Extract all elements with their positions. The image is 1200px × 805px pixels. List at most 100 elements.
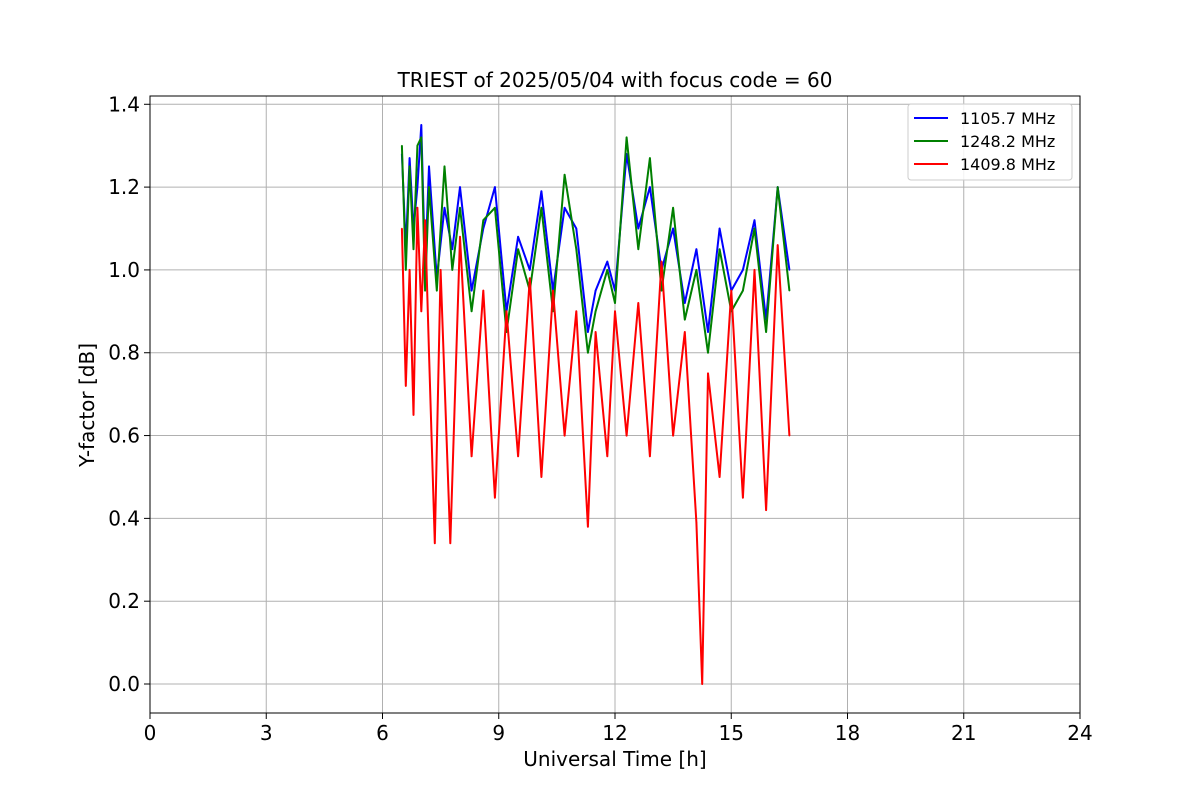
data-point (575, 248, 578, 250)
data-point (672, 227, 674, 230)
data-point (637, 248, 640, 250)
data-point (505, 310, 508, 313)
data-point (408, 165, 411, 168)
data-point (540, 476, 543, 478)
data-point (416, 207, 419, 209)
data-point (575, 310, 578, 313)
data-point (614, 302, 616, 304)
y-tick-label: 0.2 (108, 589, 140, 613)
series-layer (400, 124, 791, 685)
data-point (788, 269, 791, 271)
x-tick-label: 18 (835, 721, 860, 745)
data-point (563, 207, 566, 209)
x-tick-label: 0 (144, 721, 157, 745)
data-point (408, 157, 411, 159)
data-point (594, 310, 597, 313)
data-point (684, 318, 686, 321)
data-point (753, 227, 756, 230)
data-point (416, 186, 419, 188)
data-point (482, 289, 485, 292)
legend-label: 1105.7 MHz (960, 109, 1055, 128)
data-point (470, 455, 473, 458)
data-point (420, 136, 423, 139)
data-point (482, 219, 485, 221)
ticks: 0 3 6 9 12 15 18 21 24 0.0 0.2 0.4 0.6 0.8 1.0 1.2 1.4 (108, 92, 1093, 745)
data-point (587, 331, 589, 333)
data-point (424, 219, 426, 221)
data-point (540, 190, 543, 192)
data-point (707, 372, 709, 375)
data-point (575, 227, 578, 230)
data-point (730, 289, 733, 292)
x-axis-label: Universal Time [h] (523, 747, 706, 771)
series-line-2 (400, 206, 791, 685)
data-point (606, 269, 609, 271)
data-point (606, 260, 609, 263)
data-point (788, 434, 791, 437)
data-point (517, 236, 519, 238)
data-point (649, 186, 651, 188)
data-point (765, 331, 767, 333)
data-point (695, 248, 698, 250)
data-point (625, 136, 628, 139)
y-tick-label: 0.0 (108, 672, 140, 696)
data-point (443, 165, 446, 168)
legend-box (907, 103, 1073, 181)
y-axis-label: Y-factor [dB] (75, 343, 99, 468)
data-point (695, 269, 698, 271)
data-point (563, 173, 566, 176)
data-point (405, 269, 407, 271)
data-point (416, 144, 419, 147)
data-point (494, 186, 496, 188)
data-point (606, 455, 609, 458)
data-point (753, 269, 756, 271)
data-point (443, 207, 446, 209)
data-point (684, 331, 686, 333)
data-point (494, 207, 496, 209)
data-point (428, 186, 430, 188)
data-point (625, 434, 628, 437)
data-point (660, 289, 663, 292)
x-tick-label: 21 (951, 721, 976, 745)
y-tick-label: 0.4 (108, 506, 140, 530)
data-point (765, 509, 767, 511)
data-point (695, 521, 698, 524)
data-point (742, 496, 744, 499)
y-tick-label: 1.4 (108, 92, 140, 116)
data-point (587, 525, 589, 528)
data-point (428, 351, 430, 354)
data-point (701, 683, 703, 685)
y-tick-label: 0.8 (108, 341, 140, 365)
data-point (614, 310, 616, 313)
data-point (424, 289, 426, 292)
data-point (594, 289, 597, 292)
data-point (540, 207, 543, 209)
y-tick-label: 1.0 (108, 258, 140, 282)
data-point (718, 227, 721, 230)
x-tick-label: 9 (492, 721, 505, 745)
data-point (451, 269, 454, 271)
data-point (753, 219, 756, 221)
data-point (470, 289, 473, 292)
data-point (436, 289, 438, 292)
data-point (788, 289, 791, 292)
data-point (449, 542, 452, 544)
data-point (529, 269, 531, 271)
data-point (649, 455, 651, 458)
data-point (517, 455, 519, 458)
data-point (529, 277, 531, 280)
data-point (660, 260, 663, 263)
data-point (405, 385, 407, 387)
data-point (637, 227, 640, 230)
data-point (401, 227, 403, 230)
data-point (672, 434, 674, 437)
data-point (594, 331, 597, 333)
data-point (552, 289, 554, 292)
data-point (401, 144, 403, 147)
legend-label: 1248.2 MHz (960, 132, 1055, 151)
data-point (451, 248, 454, 250)
data-point (420, 310, 423, 313)
y-tick-label: 0.6 (108, 424, 140, 448)
